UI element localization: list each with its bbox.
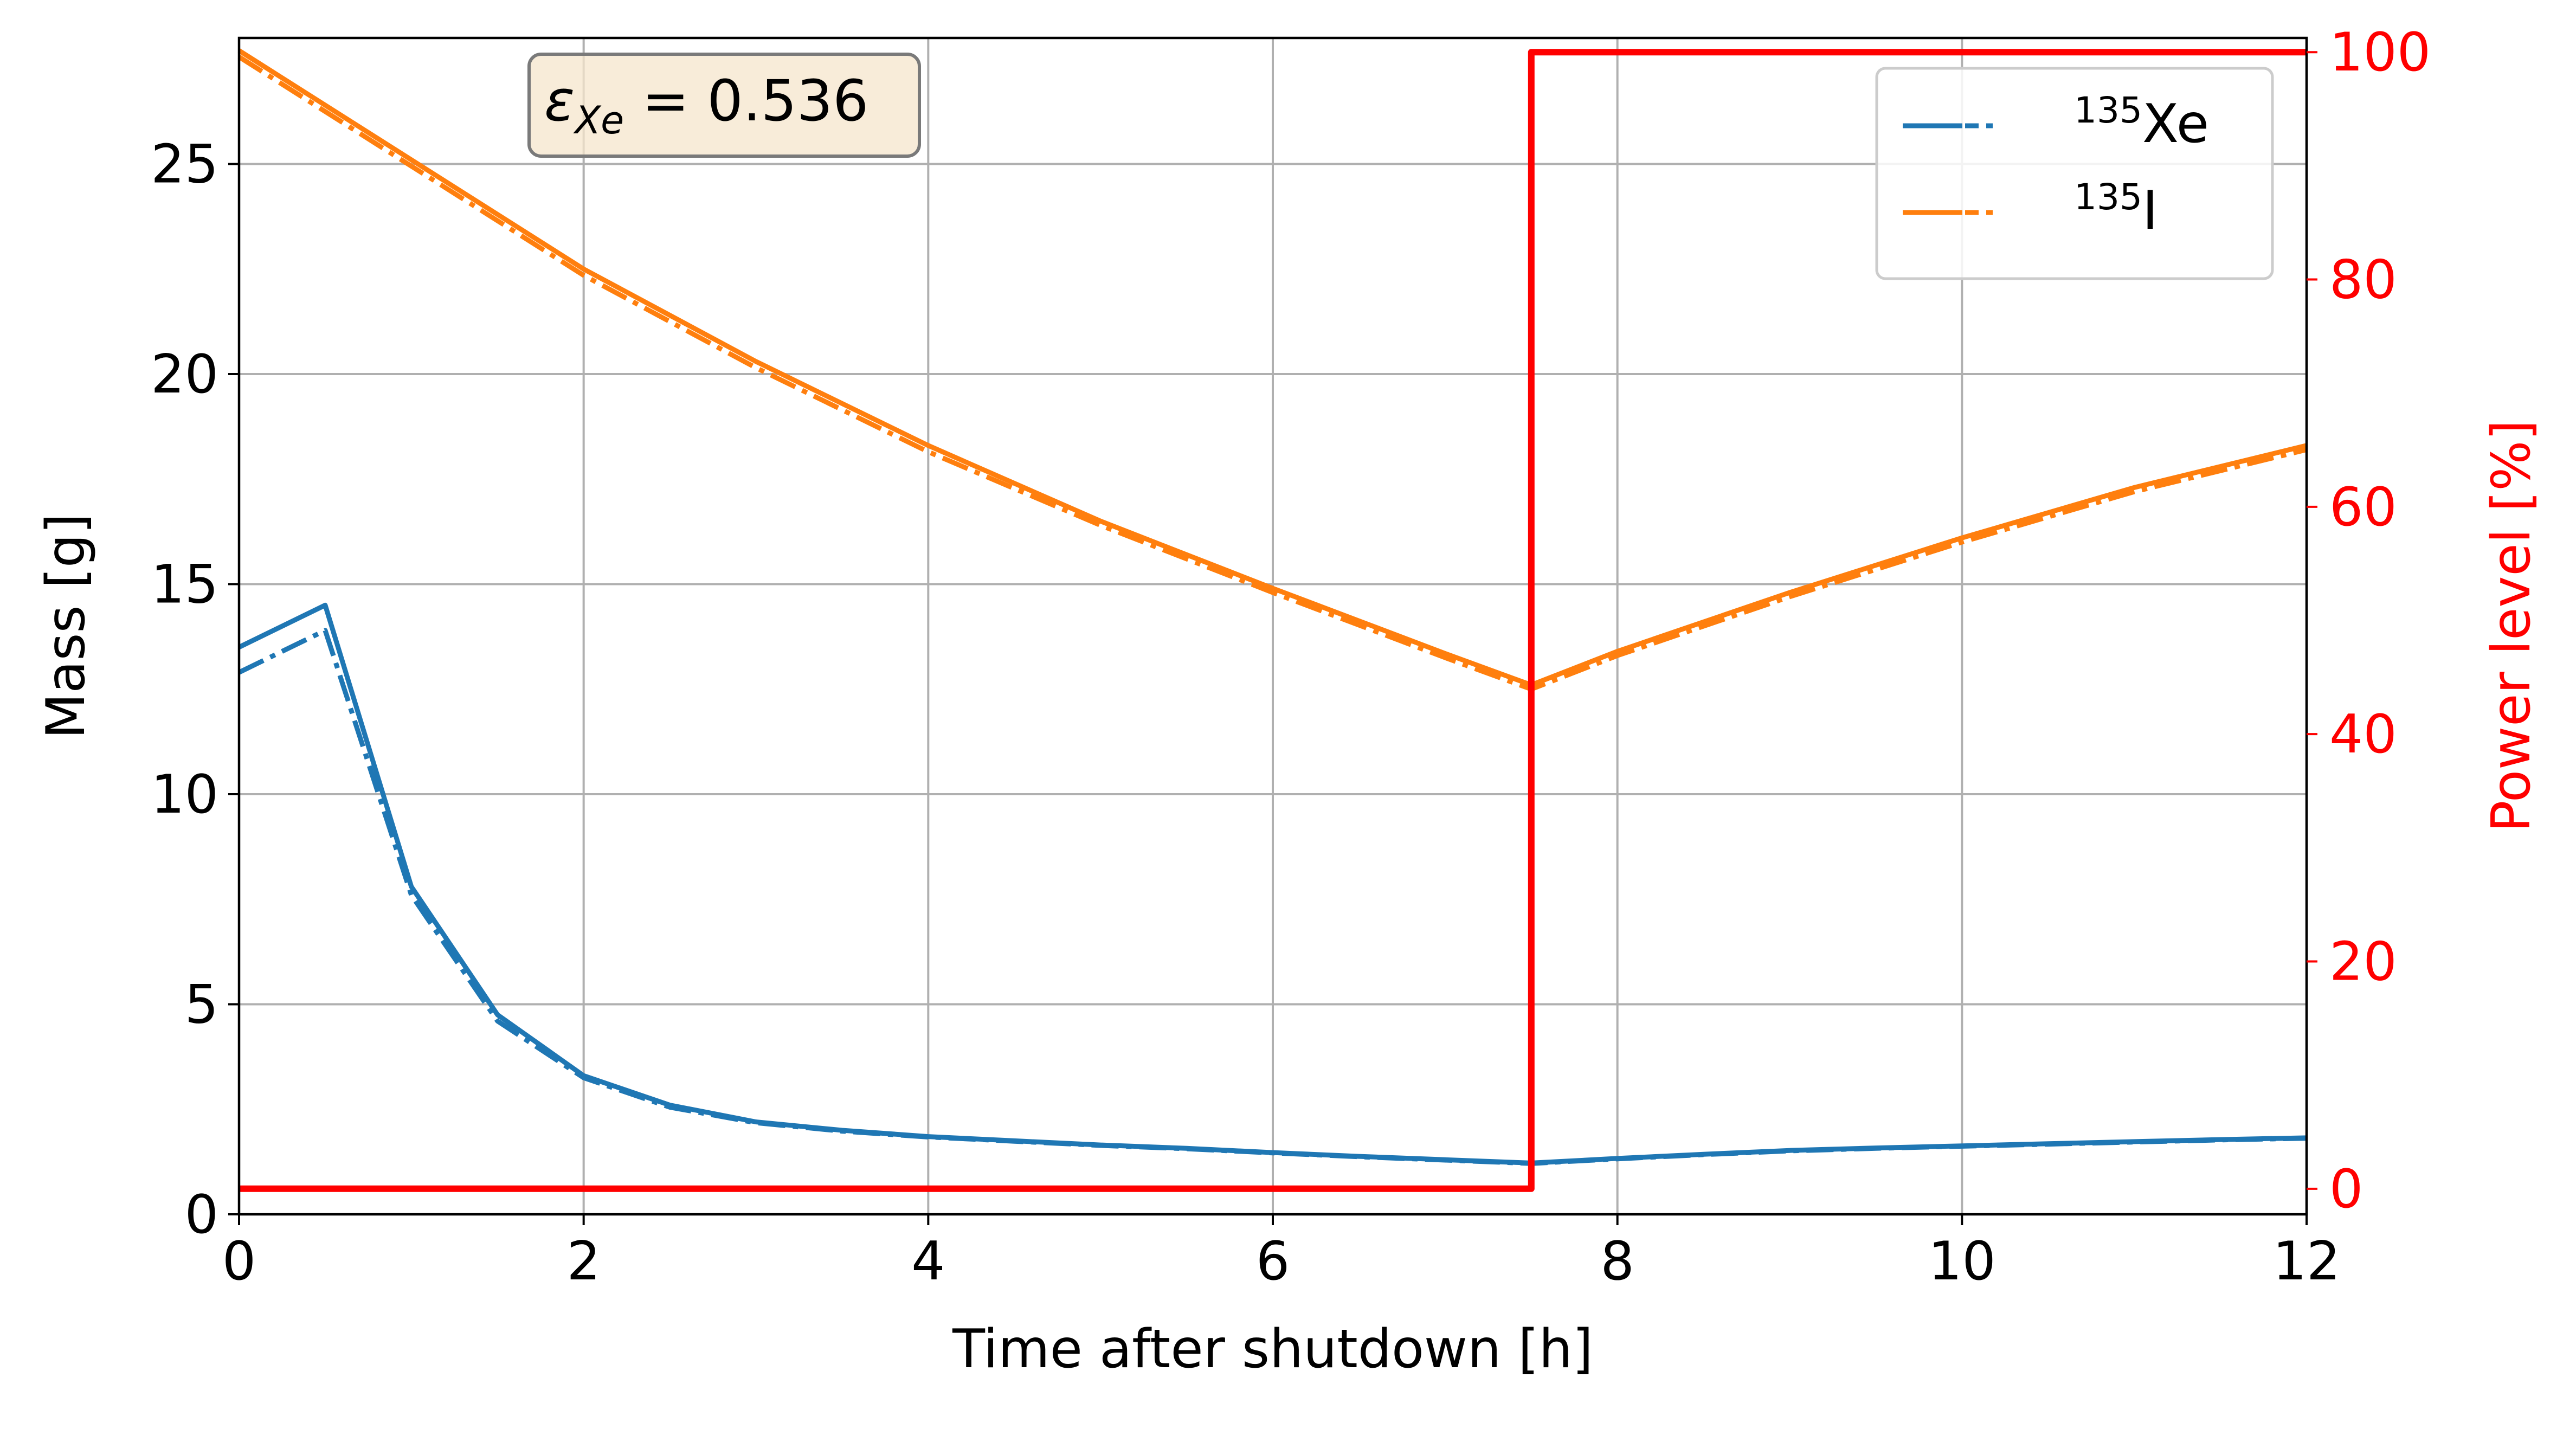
annotation-background xyxy=(527,53,921,158)
series-line-135i-dashed xyxy=(237,55,2308,692)
series-line-power-level-step xyxy=(239,49,2307,1192)
annotation-subscript: Xe xyxy=(572,98,624,143)
x-tick-label: 8 xyxy=(1600,1231,1634,1292)
x-tick-label: 6 xyxy=(1256,1231,1290,1292)
y2-tick-label: 100 xyxy=(2329,22,2431,83)
y-tick-label: 10 xyxy=(151,764,218,826)
ticks: 0 2 4 6 8 10 12 0 5 10 15 20 25 0 20 40 60 80 100 xyxy=(151,22,2431,1292)
y-tick-label: 0 xyxy=(185,1184,218,1246)
x-axis-label: Time after shutdown [h] xyxy=(952,1318,1593,1380)
y2-tick-label: 0 xyxy=(2329,1158,2363,1220)
y2-axis-label: Power level [%] xyxy=(2481,420,2542,832)
y2-tick-label: 40 xyxy=(2329,704,2397,765)
y-tick-label: 20 xyxy=(151,344,218,405)
legend-text-xe: Xe xyxy=(2142,93,2209,155)
x-tick-label: 2 xyxy=(566,1231,600,1292)
legend-text-i: I xyxy=(2142,180,2158,242)
annotation-box: εXe = 0.536 xyxy=(527,53,921,158)
y2-tick-label: 60 xyxy=(2329,477,2397,538)
series-group xyxy=(237,48,2308,1192)
legend: 135Xe 135I xyxy=(1875,67,2274,280)
legend-label-xe: 135Xe xyxy=(2074,89,2209,155)
legend-superscript-xe: 135 xyxy=(2074,89,2142,131)
y2-tick-label: 80 xyxy=(2329,249,2397,311)
legend-superscript-i: 135 xyxy=(2074,176,2142,218)
x-tick-label: 10 xyxy=(1928,1231,1996,1292)
annotation-text: εXe = 0.536 xyxy=(544,68,868,143)
x-tick-label: 0 xyxy=(222,1231,256,1292)
x-tick-label: 4 xyxy=(911,1231,945,1292)
y-tick-label: 5 xyxy=(185,974,218,1036)
y-axis-label: Mass [g] xyxy=(35,513,97,739)
series-line-135xe-dashed xyxy=(238,628,2307,1166)
y-tick-label: 25 xyxy=(151,134,218,196)
legend-label-i: 135I xyxy=(2074,176,2158,242)
annotation-value: = 0.536 xyxy=(624,68,868,134)
y-tick-label: 15 xyxy=(151,554,218,616)
y2-tick-label: 20 xyxy=(2329,931,2397,993)
annotation-symbol: ε xyxy=(544,68,575,134)
x-tick-label: 12 xyxy=(2273,1231,2341,1292)
series-line-135i-solid xyxy=(237,48,2308,687)
legend-frame xyxy=(1875,67,2274,280)
